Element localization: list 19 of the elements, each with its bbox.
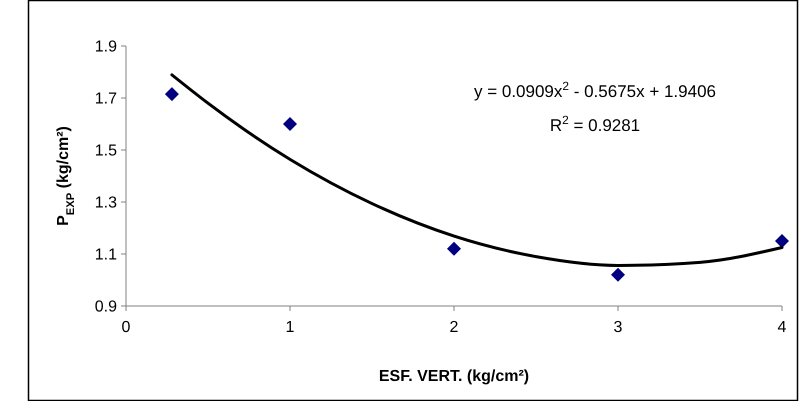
x-tick-label: 0 [122, 319, 131, 336]
annotation: R$^{2}$ = 0.9281 [550, 113, 640, 135]
x-tick-label: 4 [778, 319, 787, 336]
y-tick-label: 1.3 [94, 194, 118, 212]
x-tick-label: 3 [614, 319, 623, 336]
point [611, 268, 625, 282]
y-tick-label: 1.5 [94, 142, 118, 160]
x-axis-title: ESF. VERT. (kg/cm²) [378, 368, 530, 385]
y-tick-label: 1.9 [94, 38, 118, 56]
x-tick-label: 2 [450, 319, 459, 336]
y-tick-label: 1.1 [94, 246, 118, 264]
point [164, 87, 179, 102]
point [775, 234, 789, 248]
x-tick-label: 1 [286, 319, 295, 336]
point [447, 242, 461, 256]
annotation: y = 0.0909x$^{2}$ - 0.5675x + 1.9406 [474, 79, 716, 101]
y-tick-label: 0.9 [94, 298, 118, 316]
y-tick-label: 1.7 [94, 90, 118, 108]
point [283, 117, 297, 131]
